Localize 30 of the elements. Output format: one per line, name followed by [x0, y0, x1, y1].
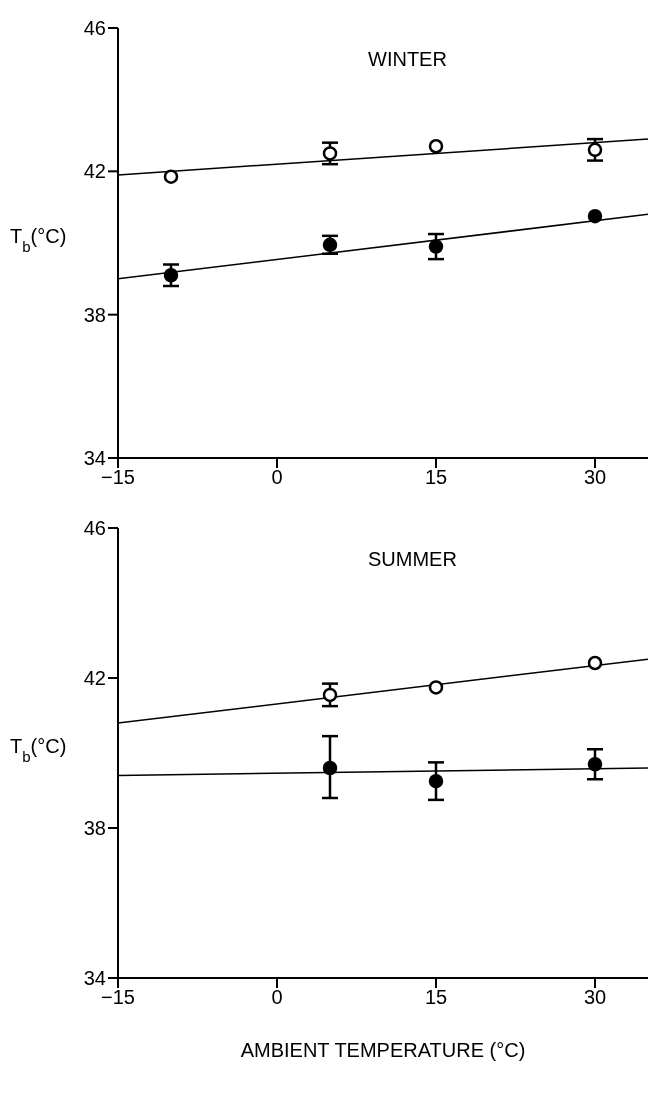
y-tick-label: 46	[83, 17, 106, 40]
x-tick-label: 0	[271, 986, 283, 1009]
x-tick-label: 30	[583, 466, 607, 489]
y-tick-label: 38	[83, 817, 106, 840]
x-tick-label: 30	[583, 986, 607, 1009]
x-axis-title: AMBIENT TEMPERATURE (°C)	[240, 1039, 526, 1062]
text: WINTER	[368, 48, 447, 71]
point	[428, 680, 444, 695]
x-tick-label: 0	[271, 466, 283, 489]
y-tick-label: 42	[83, 160, 106, 183]
point	[587, 655, 603, 671]
point	[322, 146, 338, 161]
point	[428, 139, 444, 154]
point	[428, 773, 444, 789]
point	[322, 687, 338, 703]
point	[587, 208, 603, 224]
x-tick-label: 15	[424, 466, 448, 489]
point	[163, 169, 179, 184]
x-tick-label: 15	[424, 986, 448, 1009]
point	[163, 268, 179, 283]
point	[587, 757, 603, 772]
text: SUMMER	[368, 548, 457, 571]
y-tick-label: 38	[83, 303, 106, 326]
y-axis-title: T$_{b}$(°C)	[10, 735, 67, 765]
y-axis-title: T$_{b}$(°C)	[10, 225, 67, 255]
y-tick-label: 42	[83, 667, 106, 690]
point	[587, 142, 603, 158]
y-tick-label: 46	[83, 517, 106, 540]
point	[322, 760, 338, 776]
point	[428, 239, 444, 254]
